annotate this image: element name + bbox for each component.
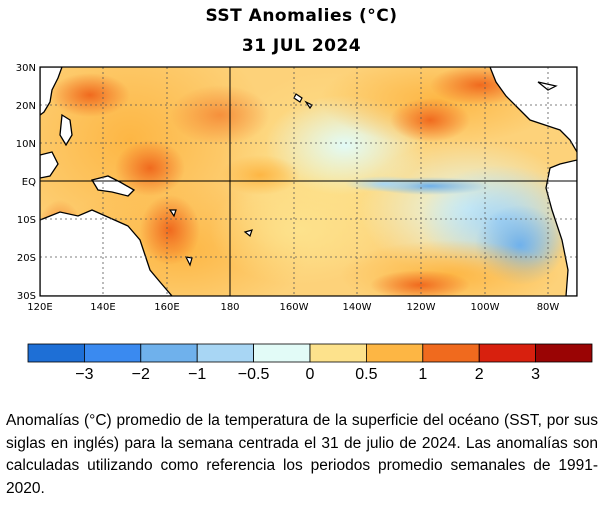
lon-label: 120E [27, 302, 52, 313]
scale-color-cell [84, 343, 142, 363]
lon-label: 120W [407, 302, 436, 313]
scale-tick-label: −3 [75, 366, 93, 383]
lat-label: EQ [22, 177, 36, 188]
lon-label: 80W [537, 302, 560, 313]
scale-color-cell [196, 343, 254, 363]
scale-tick-label: 3 [531, 366, 540, 383]
australia-landmass [40, 209, 173, 296]
sst-anomaly-map: 30N 20N 10N EQ 10S 20S 30S 120E 140E 160… [16, 63, 578, 313]
lon-label: 100W [471, 302, 500, 313]
lat-label: 30S [17, 291, 36, 302]
color-scale-ticks: −3 −2 −1 −0.5 0 0.5 1 2 3 [75, 366, 540, 383]
borneo-landmass [40, 151, 59, 179]
philippines-landmass [59, 113, 73, 147]
map-title: SST Anomalies (°C) [205, 6, 398, 26]
anomaly-field [40, 67, 577, 296]
scale-tick-label: 0 [306, 366, 315, 383]
scale-color-cell [140, 343, 198, 363]
scale-color-cell [535, 343, 593, 363]
map-date: 31 JUL 2024 [241, 36, 362, 56]
map-frame [39, 66, 578, 297]
asia-landmass [40, 67, 63, 116]
scale-color-cell [253, 343, 311, 363]
south-america-landmass [545, 159, 577, 296]
scale-color-cell [309, 343, 367, 363]
lon-label: 140E [90, 302, 115, 313]
lat-label: 30N [16, 63, 36, 74]
lon-label: 140W [343, 302, 372, 313]
graticule [40, 67, 577, 296]
scale-color-cell [478, 343, 537, 363]
scale-tick-label: 0.5 [355, 366, 377, 383]
scale-tick-label: 1 [418, 366, 427, 383]
scale-tick-label: −0.5 [238, 366, 270, 383]
color-scale-cells [27, 343, 593, 363]
scale-color-cell [27, 343, 85, 363]
lon-label: 160W [280, 302, 309, 313]
scale-color-cell [365, 343, 424, 363]
scale-tick-label: 2 [475, 366, 484, 383]
latitude-labels: 30N 20N 10N EQ 10S 20S 30S [16, 63, 36, 302]
lat-label: 10S [17, 215, 36, 226]
scale-color-cell [422, 343, 480, 363]
lon-label: 180 [220, 302, 239, 313]
figure-caption: Anomalías (°C) promedio de la temperatur… [6, 412, 598, 497]
north-america-landmass [489, 67, 577, 154]
reference-lines [40, 67, 577, 296]
scale-tick-label: −1 [188, 366, 206, 383]
longitude-labels: 120E 140E 160E 180 160W 140W 120W 100W 8… [27, 302, 559, 313]
lat-label: 20S [17, 253, 36, 264]
lat-label: 20N [16, 101, 36, 112]
lon-label: 160E [154, 302, 179, 313]
lat-label: 10N [16, 139, 36, 150]
scale-tick-label: −2 [132, 366, 150, 383]
color-scale-bar: −3 −2 −1 −0.5 0 0.5 1 2 3 [27, 343, 593, 383]
